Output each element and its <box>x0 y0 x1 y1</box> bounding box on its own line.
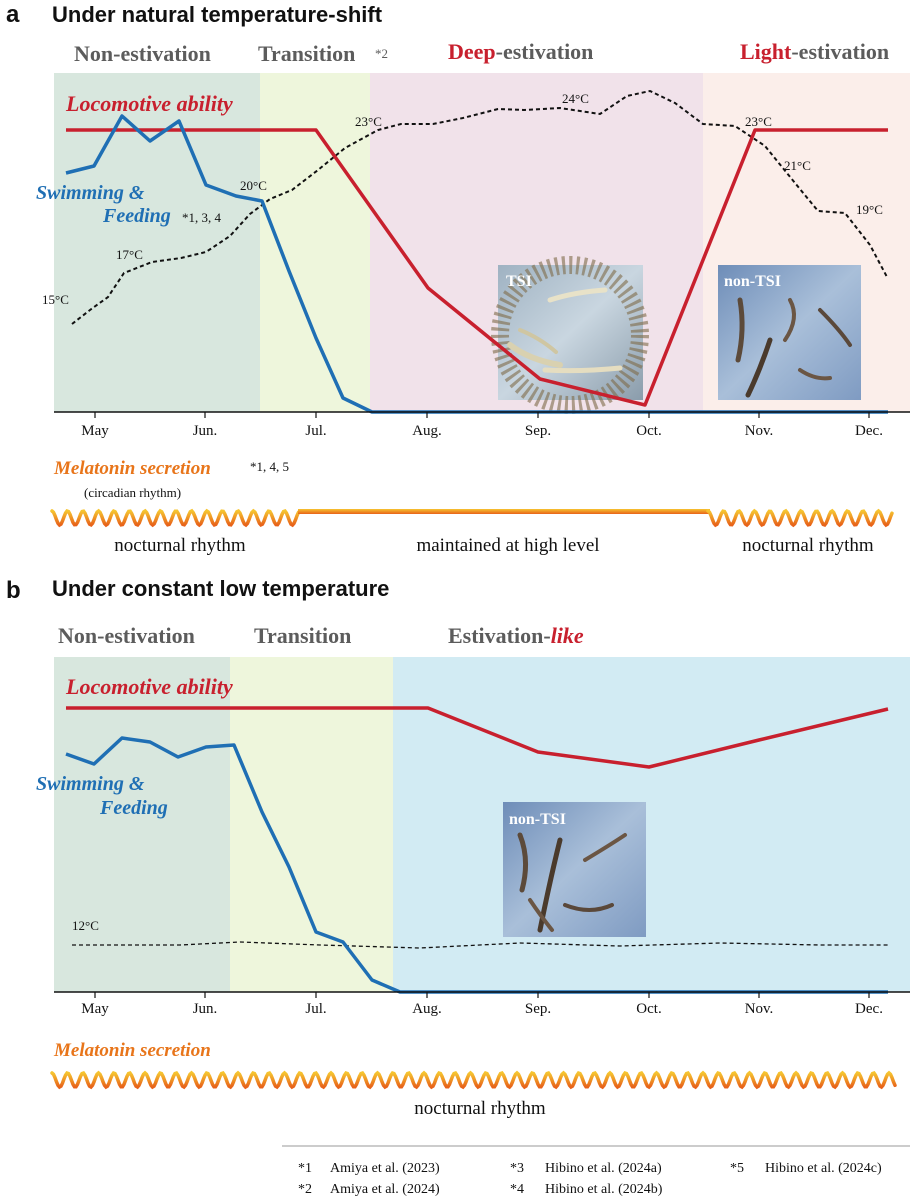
photo-non-tsi-a: non-TSI <box>718 265 861 400</box>
month-a-nov: Nov. <box>745 423 774 439</box>
phase-deep-word: Deep <box>448 39 496 64</box>
month-b-sep: Sep. <box>525 1001 551 1017</box>
ref-1-text: Amiya et al. (2023) <box>330 1161 440 1176</box>
band-non-estivation <box>54 73 260 412</box>
phase-b-estivation-like: Estivation-like <box>448 623 584 648</box>
phase-b-non-estivation: Non-estivation <box>58 623 195 648</box>
month-a-jul: Jul. <box>305 423 326 439</box>
references: *1 Amiya et al. (2023) *2 Amiya et al. (… <box>282 1145 910 1197</box>
phase-deep-rest: -estivation <box>496 39 594 64</box>
month-a-jun: Jun. <box>193 423 218 439</box>
panel-a: a Under natural temperature-shift Non-es… <box>6 1 910 556</box>
month-a-oct: Oct. <box>636 423 661 439</box>
melatonin-high-bar <box>298 509 710 514</box>
waveA-right-path <box>706 508 894 528</box>
phase-b-like-word: like <box>551 623 584 648</box>
rhythm-label-b: nocturnal rhythm <box>414 1098 546 1119</box>
ref-2-text: Amiya et al. (2024) <box>330 1182 440 1197</box>
ref-3-key: *3 <box>510 1161 524 1176</box>
temp-label-24: 24°C <box>562 91 589 106</box>
photo-non-tsi-b: non-TSI <box>503 802 646 937</box>
ref-5-text: Hibino et al. (2024c) <box>765 1161 882 1176</box>
month-a-may: May <box>81 423 109 439</box>
temperature-line <box>71 89 888 325</box>
month-b-nov: Nov. <box>745 1001 774 1017</box>
ref-2-key: *2 <box>298 1182 312 1197</box>
photo-non-tsi-b-label: non-TSI <box>509 811 566 828</box>
ticks-b <box>94 992 870 998</box>
melatonin-wave-b <box>50 1070 897 1090</box>
phase-b-transition: Transition <box>254 623 351 648</box>
waveA-left-path <box>50 508 302 528</box>
locomotive-label-a: Locomotive ability <box>65 91 233 116</box>
temp-label-17: 17°C <box>116 247 143 262</box>
ref-4-key: *4 <box>510 1182 524 1197</box>
month-b-oct: Oct. <box>636 1001 661 1017</box>
month-b-jul: Jul. <box>305 1001 326 1017</box>
melatonin-wave-a-right <box>706 508 894 528</box>
panel-a-letter: a <box>6 1 20 28</box>
month-b-jun: Jun. <box>193 1001 218 1017</box>
swimming-label-b-1: Swimming & <box>36 773 145 795</box>
melatonin-wave-a-left <box>50 508 302 528</box>
month-b-dec: Dec. <box>855 1001 883 1017</box>
photo-tsi-label: TSI <box>506 273 532 290</box>
swimming-line-b <box>65 736 888 994</box>
month-b-aug: Aug. <box>412 1001 442 1017</box>
panel-b: b Under constant low temperature Non-est… <box>6 576 910 1119</box>
phase-light-estivation: Light-estivation <box>740 39 889 64</box>
swimming-line-a <box>65 114 888 414</box>
rhythm-label-a-left: nocturnal rhythm <box>114 535 246 556</box>
swimming-label-a-2: Feeding <box>102 205 171 227</box>
temp-label-12: 12°C <box>72 918 99 933</box>
phase-transition: Transition <box>258 41 355 66</box>
temp-label-21: 21°C <box>784 158 811 173</box>
temp-label-19: 19°C <box>856 202 883 217</box>
band-b-non-estivation <box>54 657 230 992</box>
ticks-a <box>94 412 870 418</box>
swimming-refs-a: *1, 3, 4 <box>182 210 222 225</box>
locomotive-line-a <box>66 128 888 407</box>
band-b-transition <box>230 657 393 992</box>
temp-label-15: 15°C <box>42 292 69 307</box>
month-a-aug: Aug. <box>412 423 442 439</box>
month-a-sep: Sep. <box>525 423 551 439</box>
phase-deep-estivation: Deep-estivation <box>448 39 593 64</box>
phase-non-estivation: Non-estivation <box>74 41 211 66</box>
melatonin-label-b: Melatonin secretion <box>53 1040 211 1061</box>
temp-label-20: 20°C <box>240 178 267 193</box>
melatonin-label-a: Melatonin secretion <box>53 458 211 479</box>
locomotive-label-b: Locomotive ability <box>65 674 233 699</box>
panel-a-title: Under natural temperature-shift <box>52 2 383 27</box>
waveB-path <box>50 1070 897 1090</box>
phase-transition-ref: *2 <box>375 46 388 61</box>
month-a-dec: Dec. <box>855 423 883 439</box>
swimming-label-a-1: Swimming & <box>36 182 145 204</box>
phase-b-estivation-word: Estivation- <box>448 623 551 648</box>
temp-label-23b: 23°C <box>745 114 772 129</box>
melatonin-refs-a: *1, 4, 5 <box>250 459 289 474</box>
phase-light-rest: -estivation <box>791 39 889 64</box>
photo-tsi: TSI <box>491 256 649 414</box>
ref-4-text: Hibino et al. (2024b) <box>545 1182 663 1197</box>
ref-5-key: *5 <box>730 1161 744 1176</box>
temp-label-23a: 23°C <box>355 114 382 129</box>
month-b-may: May <box>81 1001 109 1017</box>
panel-b-letter: b <box>6 577 21 604</box>
rhythm-label-a-right: nocturnal rhythm <box>742 535 874 556</box>
circadian-label: (circadian rhythm) <box>84 485 181 500</box>
photo-non-tsi-a-label: non-TSI <box>724 273 781 290</box>
locomotive-line-b <box>66 706 889 769</box>
phase-light-word: Light <box>740 39 792 64</box>
band-b-estivation-like <box>393 657 910 992</box>
ref-1-key: *1 <box>298 1161 312 1176</box>
swimming-label-b-2: Feeding <box>99 797 168 819</box>
rhythm-label-a-middle: maintained at high level <box>416 535 599 556</box>
ref-3-text: Hibino et al. (2024a) <box>545 1161 662 1176</box>
panel-b-title: Under constant low temperature <box>52 576 389 601</box>
